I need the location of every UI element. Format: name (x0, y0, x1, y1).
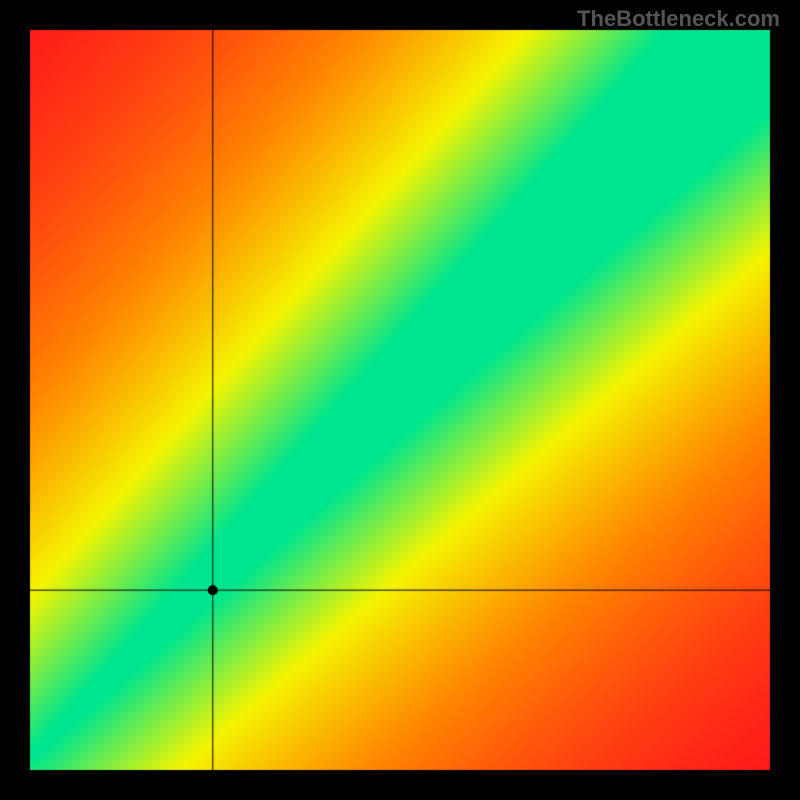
chart-container: TheBottleneck.com (0, 0, 800, 800)
heatmap-canvas (0, 0, 800, 800)
attribution-label: TheBottleneck.com (577, 6, 780, 32)
